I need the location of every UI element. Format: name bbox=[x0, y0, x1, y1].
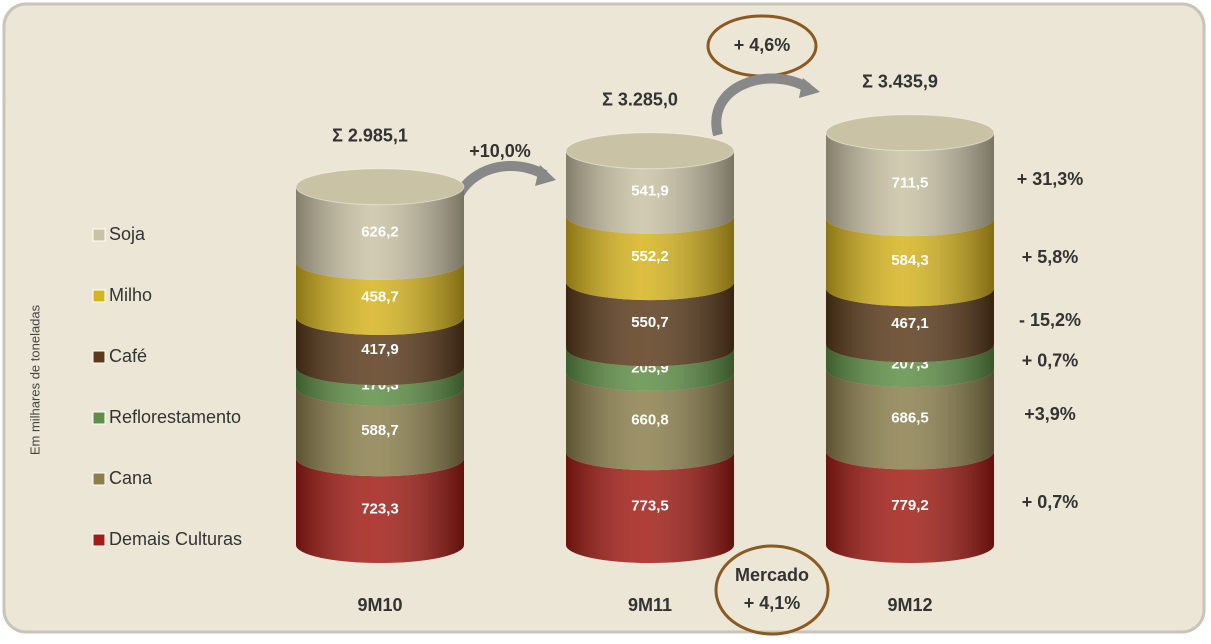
legend-label: Café bbox=[109, 346, 147, 366]
growth-arrow bbox=[711, 73, 811, 137]
segment-shade bbox=[826, 451, 994, 563]
arrow-head bbox=[799, 78, 820, 98]
segment-shade bbox=[826, 218, 994, 307]
segment-shade bbox=[296, 261, 464, 335]
segment-shade bbox=[296, 387, 464, 477]
segment-shade bbox=[826, 132, 994, 237]
value-label: 723,3 bbox=[361, 501, 399, 518]
change-label: + 0,7% bbox=[1022, 350, 1079, 370]
cylinder-cap bbox=[295, 168, 465, 206]
segment-shade bbox=[826, 288, 994, 363]
legend-label: Demais Culturas bbox=[109, 529, 242, 549]
segment-shade bbox=[566, 452, 734, 563]
change-label: + 5,8% bbox=[1022, 247, 1079, 267]
segment-shade bbox=[566, 372, 734, 471]
segment-shade bbox=[826, 369, 994, 470]
value-label: 584,3 bbox=[891, 252, 929, 269]
arrow-head bbox=[535, 165, 556, 186]
market-label: Mercado bbox=[735, 565, 809, 585]
value-label: 552,2 bbox=[631, 248, 669, 265]
legend-swatch bbox=[92, 289, 106, 303]
value-label: 458,7 bbox=[361, 288, 399, 305]
growth-label: +10,0% bbox=[469, 141, 531, 161]
legend-label: Soja bbox=[109, 224, 146, 244]
value-label: 660,8 bbox=[631, 412, 669, 429]
total-label: Σ 3.285,0 bbox=[602, 90, 678, 110]
segment-shade bbox=[566, 150, 734, 234]
value-label: 467,1 bbox=[891, 315, 929, 332]
change-label: + 0,7% bbox=[1022, 492, 1079, 512]
segment-shade bbox=[296, 367, 464, 406]
value-label: 626,2 bbox=[361, 223, 399, 240]
legend-swatch bbox=[92, 533, 106, 547]
legend-swatch bbox=[92, 350, 106, 364]
legend-swatch bbox=[92, 472, 106, 486]
x-tick-label: 9M12 bbox=[887, 595, 932, 615]
value-label: 588,7 bbox=[361, 422, 399, 439]
highlight-circle bbox=[714, 544, 830, 636]
change-label: + 31,3% bbox=[1017, 169, 1084, 189]
value-label: 686,5 bbox=[891, 409, 929, 426]
value-label: 550,7 bbox=[631, 314, 669, 331]
market-label: + 4,1% bbox=[744, 593, 801, 613]
growth-label: + 4,6% bbox=[734, 35, 791, 55]
segment-shade bbox=[826, 344, 994, 388]
segment-shade bbox=[296, 186, 464, 280]
total-label: Σ 3.435,9 bbox=[862, 71, 938, 91]
segment-shade bbox=[566, 348, 734, 391]
change-label: +3,9% bbox=[1024, 404, 1076, 424]
segment-shade bbox=[296, 316, 464, 386]
legend-label: Reflorestamento bbox=[109, 407, 241, 427]
legend-swatch bbox=[92, 228, 106, 242]
x-tick-label: 9M11 bbox=[628, 595, 672, 615]
cylinder-cap bbox=[565, 132, 735, 170]
segment-shade bbox=[566, 215, 734, 301]
x-tick-label: 9M10 bbox=[357, 595, 402, 615]
value-label: 711,5 bbox=[892, 174, 929, 191]
y-axis-label: Em milhares de toneladas bbox=[27, 304, 42, 455]
legend-label: Cana bbox=[109, 468, 153, 488]
legend-label: Milho bbox=[109, 285, 152, 305]
value-label: 541,9 bbox=[631, 182, 669, 199]
value-label: 417,9 bbox=[361, 341, 399, 358]
segment-shade bbox=[296, 458, 464, 563]
value-label: 773,5 bbox=[631, 498, 669, 515]
segment-shade bbox=[566, 282, 734, 367]
change-label: - 15,2% bbox=[1019, 310, 1081, 330]
value-label: 779,2 bbox=[891, 497, 929, 514]
total-label: Σ 2.985,1 bbox=[332, 126, 408, 146]
cylinder-cap bbox=[825, 114, 995, 152]
legend-swatch bbox=[92, 411, 106, 425]
